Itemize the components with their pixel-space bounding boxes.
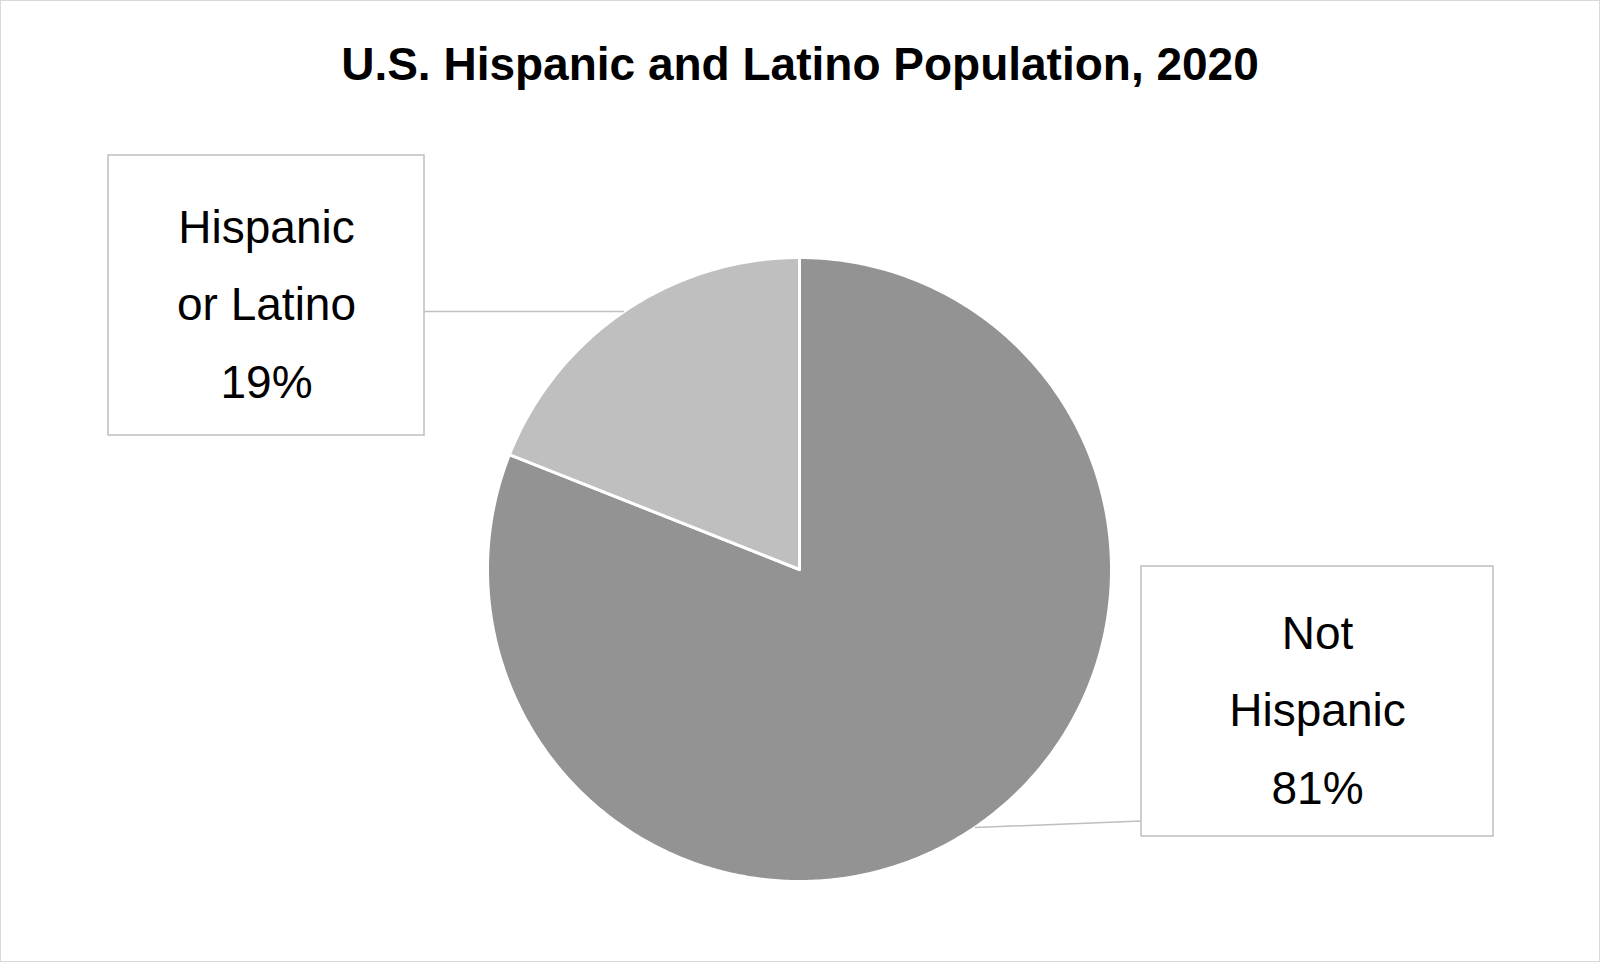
svg-text:Hispanicor Latino19%: Hispanicor Latino19%	[177, 201, 356, 408]
html-text:U.S. Hispanic and Latino Popul: U.S. Hispanic and Latino Population, 202…	[341, 38, 1259, 90]
svg-text:NotHispanic81%: NotHispanic81%	[1229, 607, 1405, 814]
